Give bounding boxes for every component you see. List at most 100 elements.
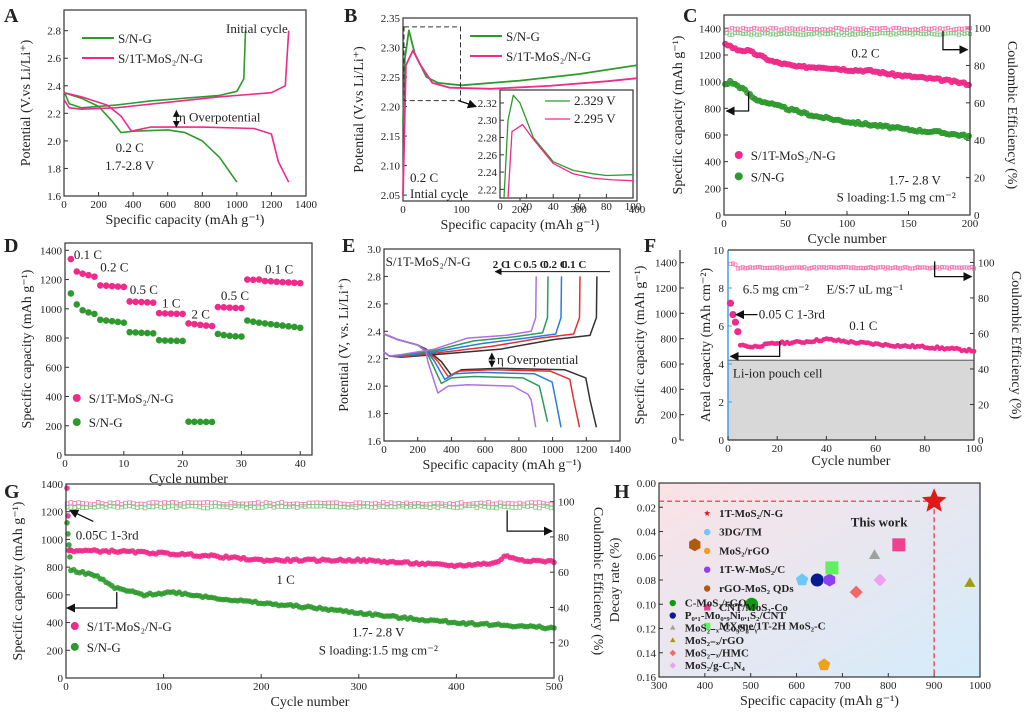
x-tick-label: 200: [90, 199, 107, 211]
ce-marker: [877, 26, 882, 31]
rate-point: [91, 273, 98, 280]
ce-marker: [224, 504, 230, 509]
annotation: 1.7-2.8 V: [105, 158, 155, 173]
panel-c: 0 50 100 150 2000200400600800100012001400Cyc…: [671, 14, 1019, 247]
series-title: S/1T-MoS₂/N-G: [386, 254, 471, 269]
inset-curve: [507, 123, 634, 199]
ce-marker: [248, 503, 253, 509]
ce-marker: [925, 265, 930, 270]
ce-marker: [782, 266, 787, 271]
legend-label: S/N-G: [89, 415, 123, 430]
y-tick-label: 1.8: [47, 163, 61, 175]
plot-frame: [65, 483, 555, 679]
areal-capacity-point: [971, 348, 977, 354]
ce-marker: [263, 504, 269, 509]
ce-marker: [910, 27, 915, 32]
ce-marker: [142, 505, 148, 511]
ce-marker: [96, 500, 101, 505]
legend-label: MoS₂₋ₓ-Co₉S₈₋ᵧ: [685, 623, 758, 635]
ce-marker: [809, 265, 814, 270]
x-tick-label: 300: [351, 681, 368, 693]
y-tick-label: 1400: [655, 258, 678, 270]
panel-b: 0 100 200 300 4002.052.102.152.202.252.302.3…: [352, 13, 646, 233]
ce-marker: [174, 505, 179, 510]
ce-marker: [541, 500, 546, 506]
ce-marker: [883, 31, 888, 36]
ce-marker: [861, 31, 866, 36]
x-axis-label: Cycle number: [812, 454, 891, 469]
data-point: [849, 585, 863, 599]
x-tick-label: 60: [870, 443, 882, 455]
charge-curve: [63, 30, 290, 110]
rate-point: [132, 329, 139, 336]
x-tick-label: 30: [236, 458, 248, 470]
ce-marker: [741, 31, 746, 36]
ce-marker: [185, 500, 191, 505]
ce-marker: [232, 501, 238, 506]
ce-marker: [330, 500, 335, 506]
rate-point: [220, 331, 228, 339]
ce-marker: [423, 502, 429, 507]
x-tick-label: 0: [381, 444, 387, 456]
y-tick-label: 0.02: [637, 502, 656, 514]
ce-marker: [850, 27, 855, 32]
ce-marker: [948, 31, 953, 36]
inset-legend-label: 2.295 V: [574, 111, 616, 126]
rate-point: [179, 310, 186, 318]
ce-marker: [730, 261, 735, 266]
ce-marker: [88, 504, 93, 510]
y-tick-label: 200: [47, 645, 64, 657]
panel-label: A: [4, 5, 19, 27]
ce-marker: [509, 501, 515, 506]
y-axis-label: Specific capacity (mAh g⁻¹): [671, 35, 686, 194]
rate-point: [261, 320, 269, 327]
legend-label: S/N-G: [87, 640, 121, 655]
y-tick-label: 1000: [699, 77, 722, 89]
ce-marker: [322, 503, 327, 509]
x-tick-label: 100: [966, 443, 983, 455]
ce-marker: [135, 505, 140, 510]
y2-tick-label: 80: [974, 60, 986, 72]
ce-marker: [836, 26, 841, 31]
panel-label: H: [614, 481, 630, 503]
ce-marker: [954, 265, 959, 270]
y-tick-label: 200: [705, 183, 722, 195]
rate-point: [202, 322, 210, 329]
x-tick-label: 1000: [226, 199, 249, 211]
ce-marker: [920, 265, 925, 270]
ce-marker: [256, 500, 261, 505]
y-tick-label: 2.35: [381, 13, 401, 25]
ce-marker: [825, 32, 830, 37]
areal-tick-label: 2: [719, 397, 725, 409]
x-tick-label: 200: [962, 218, 979, 230]
ce-marker: [213, 503, 218, 509]
ce-marker: [824, 265, 829, 270]
ce-marker: [846, 265, 851, 270]
rate-point: [144, 299, 151, 306]
ce-marker: [537, 500, 542, 505]
ce-marker: [757, 27, 762, 32]
ce-marker: [314, 500, 320, 505]
x-tick-label: 40: [548, 201, 560, 213]
y-tick-label: 400: [661, 384, 678, 396]
ce-marker: [899, 31, 904, 36]
y-tick-label: 2.6: [367, 299, 381, 311]
ce-marker: [804, 266, 809, 271]
rate-point: [79, 306, 86, 314]
ce-marker: [505, 500, 511, 506]
ce-marker: [240, 503, 245, 509]
ce-marker: [353, 500, 359, 505]
ce-marker: [423, 504, 429, 509]
x-tick-label: 800: [194, 199, 211, 211]
ce-marker: [338, 501, 343, 506]
x-tick-label: 400: [443, 444, 460, 456]
rate-label: 0.2 C: [543, 259, 568, 271]
y-tick-label: 1200: [41, 507, 64, 519]
ce-marker: [544, 504, 550, 509]
legend-marker: [669, 612, 676, 619]
rate-point: [67, 290, 75, 297]
y-tick-label: 1200: [40, 275, 63, 287]
y-tick-label: 0: [716, 210, 722, 222]
ce-marker: [115, 505, 120, 510]
